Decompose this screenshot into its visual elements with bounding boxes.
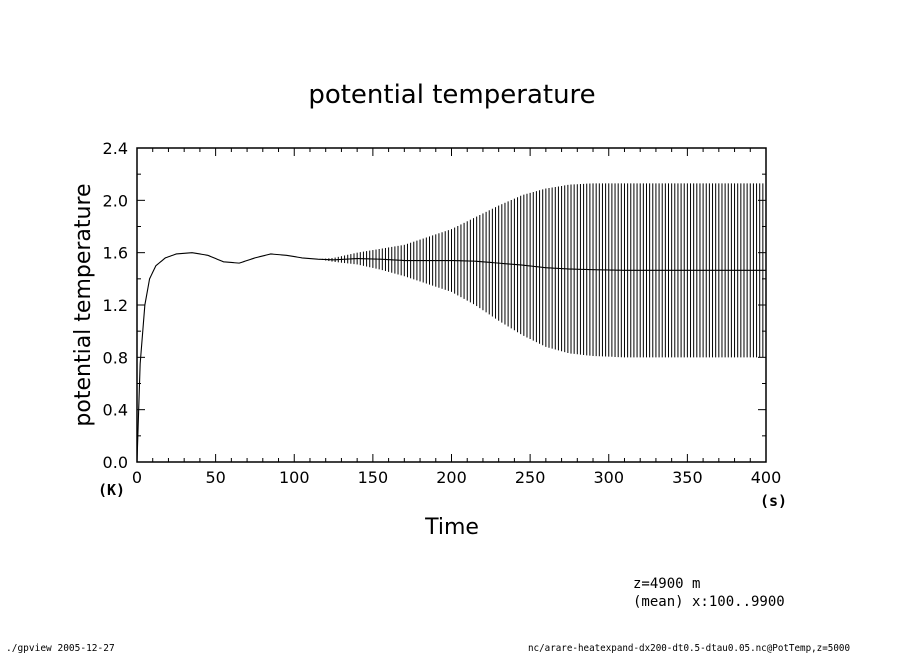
x-tick-label: 50	[205, 468, 225, 487]
y-tick-label: 0.4	[103, 401, 128, 420]
x-ticks: 0 50 100 150 200 250 300 350 400	[132, 148, 781, 487]
y-axis-title: potential temperature	[71, 183, 96, 426]
x-tick-label: 400	[751, 468, 782, 487]
x-axis-title: Time	[424, 515, 479, 540]
y-unit-label: (K)	[98, 481, 125, 499]
y-tick-label: 1.2	[103, 296, 128, 315]
x-tick-label: 200	[436, 468, 467, 487]
footer-left: ./gpview 2005-12-27	[6, 643, 115, 654]
x-unit-label: (s)	[760, 492, 787, 510]
x-tick-label: 300	[593, 468, 624, 487]
y-tick-label: 0.0	[103, 453, 128, 472]
y-tick-label: 1.6	[103, 244, 128, 263]
y-tick-label: 2.4	[103, 139, 128, 158]
x-tick-label: 150	[358, 468, 389, 487]
y-tick-label: 2.0	[103, 191, 128, 210]
plot-area: 0 50 100 150 200 250 300 350 400 0.0 0.4 0.8 1.2 1.6…	[103, 139, 782, 487]
y-tick-label: 0.8	[103, 348, 128, 367]
data-marks	[136, 183, 767, 463]
x-tick-label: 0	[132, 468, 142, 487]
x-tick-label: 350	[672, 468, 703, 487]
x-tick-label: 250	[515, 468, 546, 487]
footer-right: nc/arare-heatexpand-dx200-dt0.5-dtau0.05…	[528, 643, 850, 654]
x-tick-label: 100	[279, 468, 310, 487]
chart-title: potential temperature	[308, 80, 595, 110]
info-line-2: (mean) x:100..9900	[633, 594, 785, 610]
y-ticks: 0.0 0.4 0.8 1.2 1.6 2.0 2.4	[103, 139, 766, 472]
info-line-1: z=4900 m	[633, 576, 700, 592]
